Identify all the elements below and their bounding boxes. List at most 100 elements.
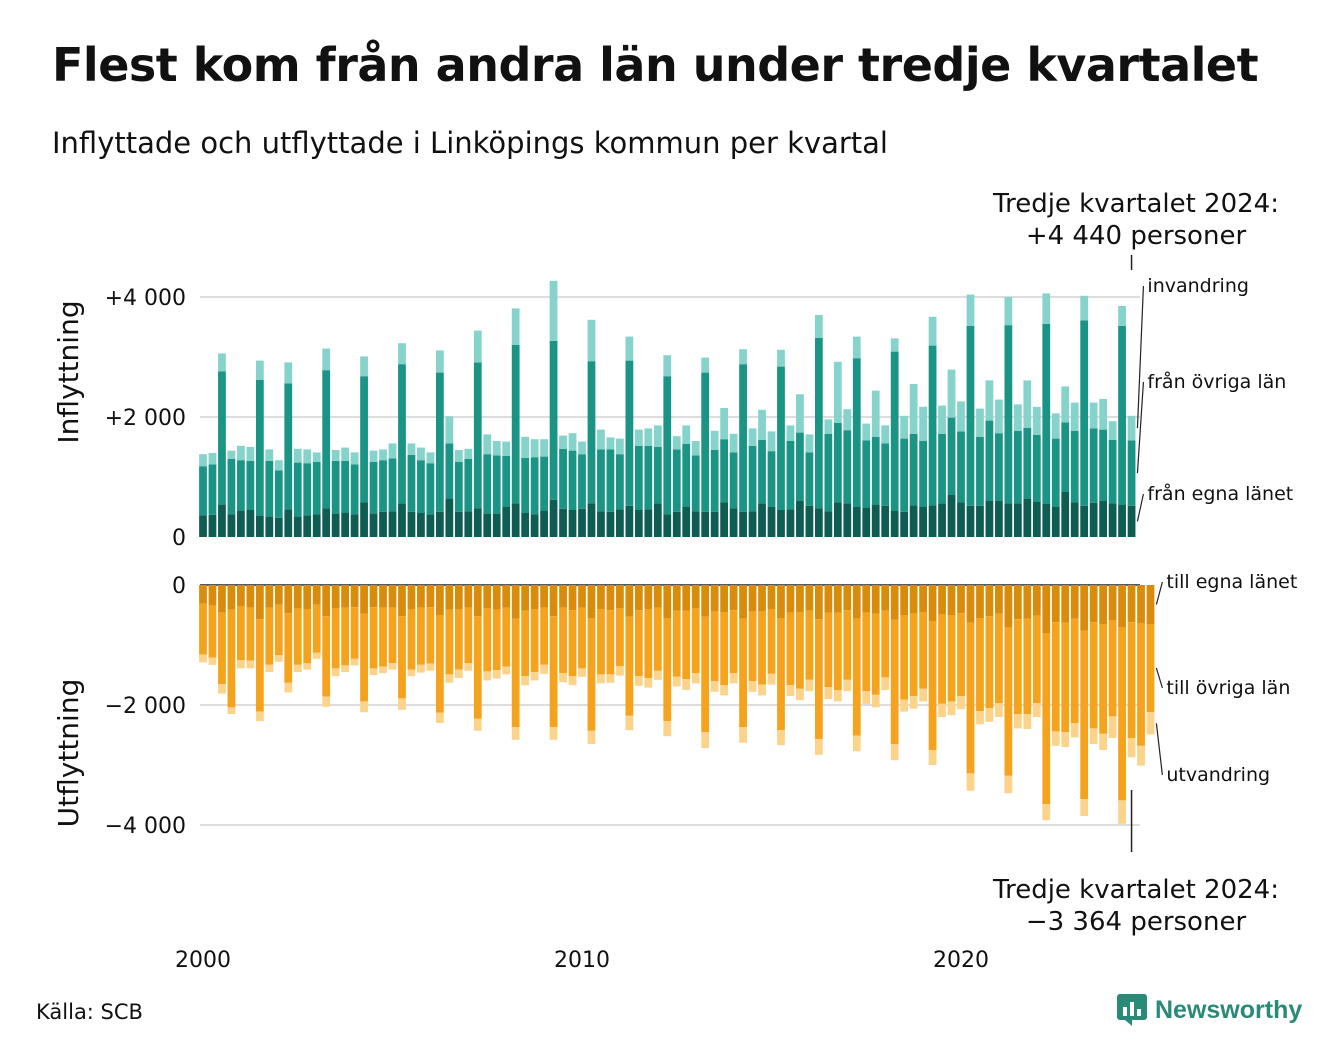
bar-segment [653, 425, 662, 447]
bar-segment [805, 610, 814, 680]
bar-segment [862, 612, 871, 692]
bar-segment [606, 674, 615, 683]
bar-segment [388, 585, 397, 608]
bar-segment [218, 585, 226, 613]
bar-segment [701, 616, 710, 732]
bar-segment [540, 607, 548, 665]
bar-segment [890, 338, 899, 352]
bar-segment [852, 618, 861, 736]
series-leader-line [1136, 381, 1145, 474]
bars-layer [199, 280, 1155, 824]
source-note: Källa: SCB [36, 1000, 143, 1024]
series-label: utvandring [1166, 764, 1270, 786]
bar-segment [1080, 799, 1089, 816]
bar-segment [540, 664, 548, 674]
bar-segment [587, 503, 596, 537]
bar-segment [341, 460, 350, 513]
bar-segment [1146, 624, 1155, 713]
bar-segment [843, 409, 852, 431]
bar-segment [464, 459, 473, 512]
bar-segment [824, 511, 833, 537]
bar-segment [568, 585, 577, 611]
bar-segment [1108, 620, 1117, 717]
bar-segment [1061, 622, 1070, 732]
series-label: till egna länet [1166, 571, 1297, 593]
bar-segment [777, 349, 785, 367]
bar-segment [1042, 324, 1051, 504]
bar-segment [511, 345, 520, 504]
bar-segment [199, 515, 207, 537]
bar-segment [1061, 422, 1070, 492]
bar-segment [871, 504, 880, 537]
bar-segment [237, 510, 245, 537]
bar-segment [1032, 615, 1041, 704]
bar-segment [284, 585, 293, 614]
bar-segment [1127, 738, 1136, 758]
bar-segment [1146, 585, 1155, 624]
bar-segment [454, 462, 463, 512]
bar-segment [549, 585, 558, 617]
bar-segment [881, 425, 890, 444]
bar-segment [824, 419, 833, 434]
bar-segment [663, 585, 672, 618]
bar-segment [985, 420, 994, 501]
bar-segment [663, 514, 672, 537]
bar-segment [767, 507, 776, 537]
bar-segment [739, 349, 747, 365]
bar-segment [786, 509, 795, 537]
bar-segment [417, 460, 425, 513]
bar-segment [720, 439, 729, 503]
bar-segment [398, 364, 406, 504]
bar-segment [350, 514, 359, 537]
bar-segment [1127, 622, 1136, 738]
bar-segment [663, 618, 672, 722]
bar-segment [312, 652, 321, 659]
bar-segment [616, 608, 624, 666]
bar-segment [729, 433, 738, 453]
bar-segment [881, 610, 890, 678]
bar-segment [559, 435, 567, 449]
bar-segment [274, 604, 283, 656]
bar-segment [597, 511, 605, 537]
bar-segment [540, 439, 548, 457]
bar-segment [1089, 622, 1098, 729]
bar-segment [1051, 413, 1060, 439]
bar-segment [246, 607, 255, 661]
bar-segment [843, 610, 852, 680]
bar-segment [426, 514, 435, 537]
bar-segment [227, 450, 236, 459]
bar-segment [1070, 723, 1079, 738]
bar-segment [919, 612, 927, 689]
bar-segment [398, 616, 406, 699]
bar-segment [691, 441, 700, 456]
bar-segment [426, 585, 435, 608]
bar-segment [1032, 585, 1041, 616]
bar-segment [682, 585, 691, 611]
bar-segment [597, 449, 605, 512]
bar-segment [398, 698, 406, 710]
bar-segment [1061, 492, 1070, 537]
bar-segment [435, 372, 444, 512]
bar-segment [483, 671, 492, 681]
bar-segment [947, 585, 956, 615]
bar-segment [587, 319, 596, 362]
bar-segment [947, 417, 956, 495]
bar-segment [663, 721, 672, 737]
bar-segment [957, 401, 965, 432]
bar-segment [786, 612, 795, 686]
bar-segment [976, 505, 984, 537]
bar-segment [1042, 633, 1051, 804]
bar-segment [511, 585, 520, 619]
bar-segment [492, 585, 501, 610]
y-tick-label: 0 [172, 574, 186, 599]
bar-segment [720, 612, 729, 686]
bar-segment [473, 585, 482, 617]
bar-segment [492, 455, 501, 514]
bar-segment [237, 445, 245, 461]
bar-segment [919, 441, 927, 507]
x-tick-label: 2010 [554, 948, 610, 973]
bar-segment [1080, 585, 1089, 631]
bar-segment [587, 585, 596, 618]
bar-segment [1080, 320, 1089, 506]
bar-segment [237, 585, 245, 606]
